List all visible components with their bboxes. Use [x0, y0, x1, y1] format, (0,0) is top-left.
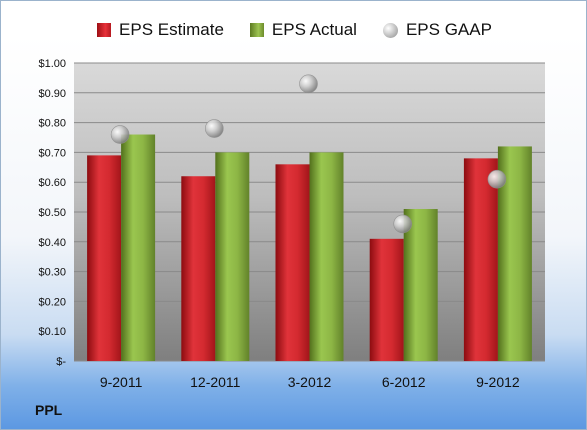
y-tick-label: $0.80: [38, 118, 66, 130]
bar-eps-estimate: [463, 158, 498, 361]
y-tick-label: $0.40: [38, 237, 66, 249]
dot-eps-gaap: [299, 74, 318, 94]
bar-eps-estimate: [369, 238, 404, 361]
dot-eps-gaap: [110, 125, 130, 144]
bar-eps-estimate: [275, 164, 310, 361]
y-tick-label: $-: [56, 356, 66, 368]
x-tick-label: 3-2012: [288, 374, 332, 390]
x-axis-ticks: 9-2011 12-2011 3-2012 6-2012 9-2012: [100, 374, 520, 390]
gaap-markers: [110, 74, 507, 234]
dot-eps-gaap: [487, 169, 507, 189]
bar-eps-actual: [215, 152, 250, 361]
legend-item-estimate: EPS Estimate: [97, 20, 224, 40]
bars: [87, 134, 532, 361]
y-tick-label: $0.10: [38, 326, 66, 338]
legend-item-gaap: EPS GAAP: [382, 20, 492, 40]
bar-eps-actual: [309, 152, 344, 361]
x-tick-label: 9-2011: [100, 374, 143, 390]
legend-label-actual: EPS Actual: [271, 20, 357, 39]
y-axis-ticks: $- $0.10 $0.20 $0.30 $0.40 $0.50 $0.60 $0.70 $0.…: [38, 58, 66, 368]
dot-eps-gaap: [205, 119, 224, 138]
chart-legend: EPS Estimate EPS Actual EPS GAAP: [1, 17, 586, 43]
y-tick-label: $0.60: [38, 177, 66, 189]
x-tick-label: 9-2012: [476, 374, 520, 390]
dot-eps-gaap: [393, 214, 413, 234]
x-tick-label: 12-2011: [190, 374, 241, 390]
y-tick-label: $0.20: [38, 296, 66, 308]
y-tick-label: $0.30: [38, 267, 66, 279]
legend-label-estimate: EPS Estimate: [119, 20, 224, 39]
bar-eps-estimate: [181, 176, 216, 361]
bar-eps-actual: [403, 209, 438, 361]
legend-swatch-actual: [249, 23, 264, 37]
legend-swatch-estimate: [97, 23, 112, 37]
legend-swatch-gaap: [382, 22, 398, 38]
bar-eps-actual: [121, 134, 156, 361]
y-tick-label: $1.00: [38, 58, 66, 70]
y-tick-label: $0.50: [38, 207, 66, 219]
bar-eps-estimate: [87, 155, 122, 361]
company-label: PPL: [35, 402, 63, 418]
legend-label-gaap: EPS GAAP: [405, 20, 492, 39]
x-tick-label: 6-2012: [382, 374, 426, 390]
legend-item-actual: EPS Actual: [249, 20, 357, 40]
y-tick-label: $0.70: [38, 147, 66, 159]
y-tick-label: $0.90: [38, 88, 66, 100]
